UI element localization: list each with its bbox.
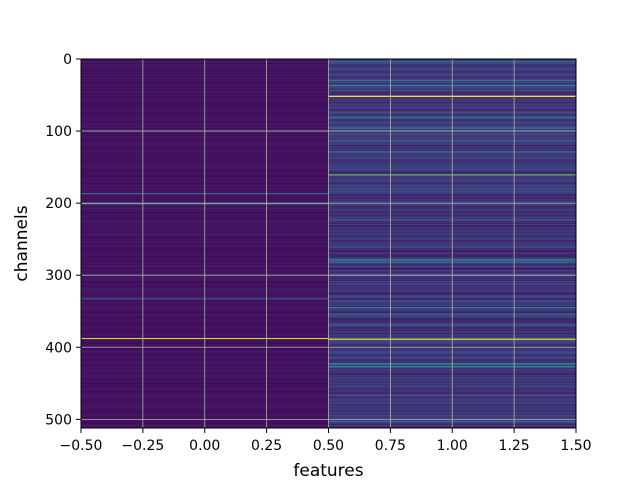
x-tick-label: −0.50 xyxy=(60,438,103,454)
y-tick-label: 400 xyxy=(45,340,72,356)
x-tick-label: 1.00 xyxy=(437,438,468,454)
y-tick-label: 0 xyxy=(63,52,72,68)
x-tick-label: 1.25 xyxy=(499,438,530,454)
y-tick-label: 100 xyxy=(45,124,72,140)
y-axis-ticks: 0 100 200 300 400 500 xyxy=(45,52,81,428)
y-tick-label: 500 xyxy=(45,412,72,428)
y-tick-label: 300 xyxy=(45,268,72,284)
x-axis-ticks: −0.50 −0.25 0.00 0.25 0.50 0.75 1.00 1.25 1.50 xyxy=(60,428,592,454)
x-tick-label: 0.25 xyxy=(251,438,282,454)
x-tick-label: 0.50 xyxy=(313,438,344,454)
x-tick-label: 1.50 xyxy=(560,438,591,454)
x-tick-label: −0.25 xyxy=(121,438,164,454)
x-tick-label: 0.75 xyxy=(375,438,406,454)
x-axis-label: features xyxy=(293,461,363,480)
x-tick-label: 0.00 xyxy=(189,438,220,454)
y-axis-label: channels xyxy=(12,205,32,281)
y-tick-label: 200 xyxy=(45,196,72,212)
